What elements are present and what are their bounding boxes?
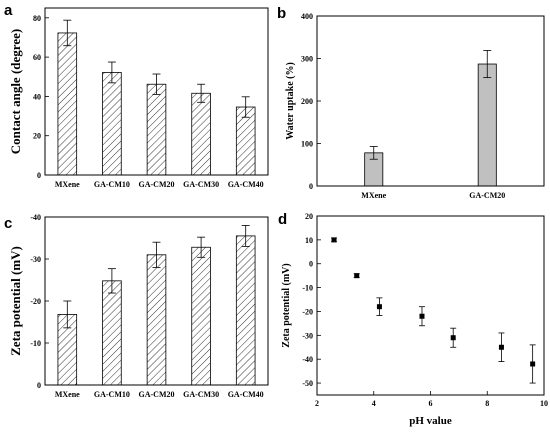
x-tick-label: GA-CM20	[139, 180, 175, 189]
chart-water-uptake: MXene GA-CM20 0 100 200 300 400 Water uptake (…	[285, 12, 545, 200]
y-tick-label: 300	[301, 55, 313, 64]
error-bar-ga-cm20	[152, 73, 161, 95]
y-tick-label: 80	[33, 14, 41, 23]
y-tick-label: 0	[37, 171, 41, 180]
x-tick-label: GA-CM10	[94, 180, 130, 189]
y-axis-label-c: Zeta potential (mV)	[8, 246, 23, 356]
panel-label-a: a	[4, 2, 13, 19]
y-tick-label: 0	[309, 182, 313, 191]
chart-zeta-vs-ph: 2 4 6 8 10 20 10 0 -10 -20 -30 -40 -50 Zeta potentia…	[281, 212, 548, 427]
y-tick-label: -40	[30, 213, 41, 222]
x-axis-label-d: pH value	[409, 415, 452, 427]
chart-zeta-potential-bars: MXene GA-CM10 GA-CM20 GA-CM30 GA-CM40 0 -10 -20…	[8, 213, 269, 399]
bar-ga-cm30	[191, 246, 211, 386]
plot-frame-0	[44, 7, 269, 176]
x-tick-label: GA-CM40	[228, 180, 264, 189]
error-bar-mxene	[369, 146, 378, 160]
x-tick-label: 2	[315, 399, 319, 408]
y-tick-label: -20	[30, 297, 41, 306]
y-tick-label: 400	[301, 12, 313, 21]
error-bar-point-0	[331, 237, 338, 243]
error-bar-point-2	[376, 297, 383, 316]
error-bar-ga-cm10	[107, 268, 116, 294]
y-tick-label: -30	[30, 255, 41, 264]
error-bar-ga-cm20	[483, 50, 492, 79]
panel-label-b: b	[277, 5, 286, 22]
x-tick-label: MXene	[55, 180, 80, 189]
error-bar-point-5	[498, 332, 505, 362]
bar-ga-cm30	[191, 92, 211, 176]
bar-ga-cm20	[477, 63, 497, 187]
y-axis-label-d: Zeta potential (mV)	[281, 263, 292, 347]
plot-frame-1	[316, 15, 545, 187]
x-tick-label: GA-CM10	[94, 390, 130, 399]
error-bar-ga-cm10	[107, 61, 116, 84]
y-tick-label: -10	[30, 339, 41, 348]
x-tick-label: GA-CM30	[183, 390, 219, 399]
y-tick-label: 100	[301, 140, 313, 149]
y-tick-label: 0	[309, 260, 313, 269]
y-axis-label-b: Water uptake (%)	[285, 62, 296, 140]
y-tick-label: 40	[33, 92, 41, 101]
y-tick-label: -30	[302, 331, 313, 340]
error-bar-point-3	[418, 306, 425, 327]
y-tick-label: 10	[305, 236, 313, 245]
error-bar-ga-cm30	[197, 236, 206, 258]
error-bar-point-6	[529, 344, 536, 384]
x-tick-label: GA-CM30	[183, 180, 219, 189]
x-tick-label: MXene	[55, 390, 80, 399]
x-tick-label: 10	[540, 399, 548, 408]
y-tick-label: -20	[302, 307, 313, 316]
x-tick-label: 8	[485, 399, 489, 408]
y-tick-label: -40	[302, 355, 313, 364]
bar-ga-cm20	[146, 254, 167, 386]
y-tick-label: 60	[33, 53, 41, 62]
y-tick-label: 20	[33, 132, 41, 141]
error-bar-ga-cm30	[197, 83, 206, 103]
bar-ga-cm10	[102, 280, 122, 386]
y-tick-label: 200	[301, 97, 313, 106]
bar-mxene	[57, 32, 78, 176]
error-bar-mxene	[63, 300, 72, 329]
bar-ga-cm10	[102, 72, 122, 176]
y-tick-label: -10	[302, 284, 313, 293]
error-bar-point-4	[450, 327, 457, 348]
x-tick-label: GA-CM40	[228, 390, 264, 399]
error-bar-ga-cm40	[241, 224, 250, 247]
error-bar-ga-cm20	[152, 241, 161, 268]
error-bar-ga-cm40	[241, 96, 250, 118]
chart-contact-angle: MXene GA-CM10 GA-CM20 GA-CM30 GA-CM40 0 20 40 60…	[8, 7, 269, 189]
panel-label-d: d	[278, 211, 287, 228]
plot-frame-3	[316, 215, 545, 396]
plot-frame-2	[44, 216, 269, 386]
x-tick-label: 4	[372, 399, 376, 408]
y-axis-label-a: Contact angle (degree)	[8, 29, 23, 154]
bar-ga-cm20	[146, 83, 167, 176]
y-tick-label: -50	[302, 379, 313, 388]
x-tick-label: MXene	[361, 191, 386, 200]
x-tick-label: GA-CM20	[469, 191, 505, 200]
error-bar-point-1	[353, 273, 360, 278]
x-tick-label: 6	[429, 399, 433, 408]
bar-ga-cm40	[235, 235, 256, 386]
y-tick-label: 0	[37, 381, 41, 390]
error-bar-mxene	[63, 19, 72, 47]
x-tick-label: GA-CM20	[139, 390, 175, 399]
y-tick-label: 20	[305, 212, 313, 221]
panel-label-c: c	[4, 215, 12, 232]
